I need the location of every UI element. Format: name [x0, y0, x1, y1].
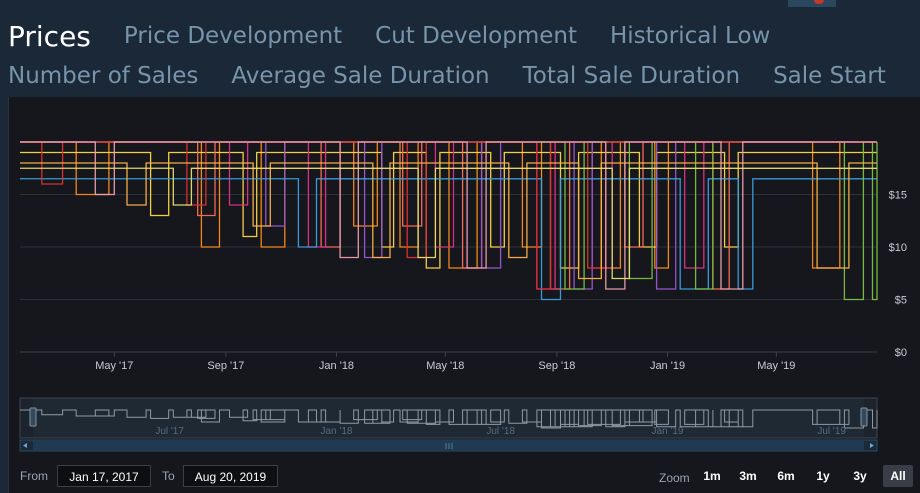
navigator-tick-label: Jul '19 [817, 426, 846, 437]
tab-sale-start[interactable]: Sale Start [773, 63, 886, 89]
zoom-3y-button[interactable]: 3y [853, 469, 867, 483]
range-selector: From Jan 17, 2017 To Aug 20, 2019 Zoom 1… [0, 465, 920, 489]
scroll-left-arrow-icon[interactable] [23, 443, 27, 448]
y-axis: $0 $5 $10 $15 [889, 190, 907, 360]
zoom-1m-button[interactable]: 1m [703, 469, 721, 483]
chart-series [20, 141, 878, 301]
y-tick-label: $15 [889, 190, 907, 202]
navigator-tick-label: Jan '19 [652, 426, 684, 437]
range-navigator: Jul '17 Jan '18 Jul '18 Jan '19 Jul '19 [19, 397, 878, 452]
zoom-3m-button[interactable]: 3m [739, 469, 757, 483]
navigator-tick-label: Jul '18 [486, 426, 515, 437]
zoom-6m-button[interactable]: 6m [777, 469, 795, 483]
to-date-input[interactable]: Aug 20, 2019 [183, 465, 278, 487]
zoom-all-button[interactable]: All [883, 465, 913, 487]
from-date-input[interactable]: Jan 17, 2017 [57, 465, 151, 487]
x-axis: May '17 Sep '17 Jan '18 May '18 Sep '18 Jan '… [95, 352, 795, 372]
x-tick-label: Sep '17 [207, 360, 244, 372]
tab-average-sale-duration[interactable]: Average Sale Duration [231, 63, 490, 89]
notification-dot [814, 0, 824, 4]
top-indicator [788, 0, 836, 7]
series-line-1 [20, 141, 877, 269]
x-tick-label: May '18 [426, 360, 464, 372]
scrollbar-grip-icon [445, 443, 453, 449]
to-label: To [162, 469, 175, 483]
tab-row-2: Number of Sales Average Sale Duration To… [8, 58, 886, 94]
x-tick-label: Jan '18 [319, 360, 354, 372]
zoom-1y-button[interactable]: 1y [816, 469, 830, 483]
navigator-tick-label: Jul '17 [155, 426, 184, 437]
series-line-10 [20, 162, 877, 280]
tab-cut-development[interactable]: Cut Development [375, 23, 577, 49]
top-strip [0, 0, 920, 8]
navigator-right-handle[interactable] [860, 407, 868, 427]
y-tick-label: $10 [889, 242, 907, 254]
navigator-line [20, 409, 878, 429]
navigator-left-handle[interactable] [29, 407, 37, 427]
x-tick-label: May '19 [757, 360, 795, 372]
series-line-5 [20, 141, 877, 290]
zoom-label: Zoom [659, 471, 690, 485]
from-label: From [20, 469, 48, 483]
y-tick-label: $0 [895, 347, 907, 359]
series-line-11 [20, 167, 877, 280]
tab-total-sale-duration[interactable]: Total Sale Duration [522, 63, 741, 89]
tab-historical-low[interactable]: Historical Low [609, 23, 771, 49]
y-tick-label: $5 [895, 295, 907, 307]
navigator-tick-label: Jan '18 [321, 426, 353, 437]
tab-row-1: Prices Price Development Cut Development… [8, 14, 770, 58]
scroll-right-arrow-icon[interactable] [870, 443, 874, 448]
tab-prices[interactable]: Prices [8, 19, 91, 53]
x-tick-label: Sep '18 [538, 360, 575, 372]
x-tick-label: May '17 [95, 360, 133, 372]
tab-number-of-sales[interactable]: Number of Sales [8, 63, 199, 89]
x-tick-label: Jan '19 [650, 360, 685, 372]
tab-price-development[interactable]: Price Development [123, 23, 343, 49]
